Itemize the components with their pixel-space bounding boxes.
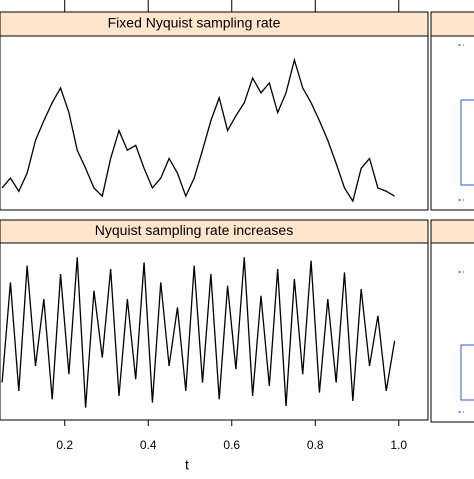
box: [460, 99, 474, 186]
panel: [0, 35, 429, 211]
strip: [0, 11, 429, 37]
x-tick-label: 1.0: [390, 438, 407, 452]
side-panel: [430, 11, 474, 211]
side-strip: [430, 219, 474, 244]
box: [460, 344, 474, 401]
x-tick-label: 0.4: [140, 438, 157, 452]
series-line: [1, 57, 395, 203]
x-axis-label: t: [185, 457, 189, 473]
x-tick-label: 0.8: [307, 438, 324, 452]
strip-title: Nyquist sampling rate increases: [95, 222, 293, 238]
right-panels: [430, 11, 474, 423]
series-line: [1, 257, 396, 408]
strip-title: Fixed Nyquist sampling rate: [108, 15, 281, 31]
x-tick-label: 0.2: [56, 438, 73, 452]
panel: [0, 242, 429, 421]
side-strip: [430, 11, 474, 37]
side-panel: [430, 219, 474, 423]
x-tick-label: 0.6: [223, 438, 240, 452]
